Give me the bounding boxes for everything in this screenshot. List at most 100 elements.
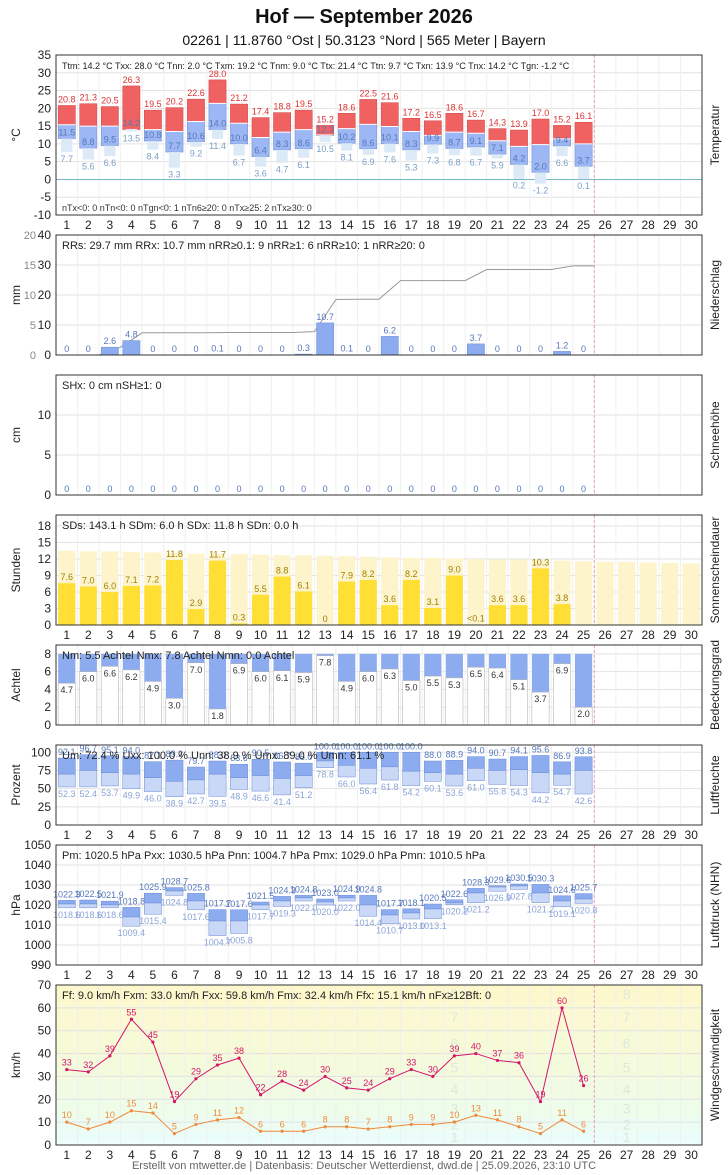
pressure-lower-bar	[423, 908, 442, 920]
cloud-bar	[553, 653, 571, 664]
gust-label: 32	[83, 1060, 93, 1070]
tmin-label: 8.8	[82, 137, 95, 147]
wind-label: 11	[213, 1108, 222, 1118]
gust-point	[108, 1054, 112, 1058]
x-tick-label: 15	[362, 1148, 376, 1162]
wind-label: 6	[301, 1119, 306, 1129]
tmax-label: 16.5	[424, 110, 442, 120]
pressure-max-label: 1024.9	[333, 884, 361, 894]
daylength-bar	[661, 562, 679, 625]
pressure-upper-bar	[316, 898, 335, 903]
pressure-min-label: 1018.6	[75, 910, 103, 920]
x-tick-label: 2	[85, 1148, 92, 1162]
beaufort-number: 4	[623, 1081, 631, 1097]
tmax-bar	[445, 113, 464, 133]
x-tick-label: 6	[171, 218, 178, 232]
pressure-upper-bar	[510, 883, 528, 887]
humidity-max-label: 94.1	[510, 746, 528, 756]
sun-bar	[230, 623, 248, 625]
tground-bar	[341, 143, 353, 151]
humidity-min-label: 42.6	[575, 796, 593, 806]
x-tick-label: 25	[577, 1148, 591, 1162]
daylength-bar	[682, 563, 700, 625]
x-tick-label: 17	[405, 628, 419, 642]
pressure-lower-bar	[122, 916, 141, 927]
tground-label: 3.3	[168, 170, 181, 180]
x-tick-label: 15	[362, 218, 376, 232]
tground-bar	[405, 149, 417, 161]
wind-label: 11	[557, 1108, 566, 1118]
snow-label: 0	[430, 484, 435, 494]
x-tick-label: 15	[362, 628, 376, 642]
humidity-upper-bar	[187, 766, 205, 781]
rain-label: 0	[366, 344, 371, 354]
humidity-lower-bar	[423, 772, 442, 782]
wind-label: 6	[258, 1119, 263, 1129]
x-tick-label: 4	[128, 218, 135, 232]
cloud-label: 6.9	[556, 666, 569, 676]
panel-title: Schneehöhe	[708, 401, 722, 469]
tground-bar	[211, 129, 224, 139]
x-tick-label: 25	[577, 218, 591, 232]
humidity-min-label: 39.5	[209, 798, 227, 808]
gust-point	[581, 1083, 586, 1088]
x-tick-label: 18	[426, 628, 440, 642]
cloud-bar	[208, 653, 227, 709]
cloud-bar	[316, 653, 334, 656]
tmin-label: 14.0	[209, 119, 227, 129]
panel-summary: Um: 72.4 % Uxx: 100.0 % Unn: 38.9 % Umx:…	[62, 750, 384, 762]
snow-label: 0	[64, 484, 69, 494]
y-tick-label: 0	[44, 718, 51, 732]
humidity-min-label: 38.9	[166, 799, 184, 809]
station-info: 02261 | 11.8760 °Ost | 50.3123 °Nord | 5…	[182, 32, 546, 48]
pressure-max-label: 1017.7	[376, 899, 404, 909]
tground-label: 0.2	[513, 181, 526, 191]
humidity-max-label: 88.0	[209, 750, 227, 760]
x-tick-label: 17	[405, 218, 419, 232]
rain-bar	[467, 343, 485, 356]
tground-bar	[254, 156, 267, 167]
tground-label: 7.3	[427, 155, 440, 165]
humidity-max-label: 90.7	[489, 748, 507, 758]
pressure-lower-bar	[531, 892, 550, 903]
rain-cumulative-line	[56, 265, 595, 356]
humidity-lower-bar	[294, 775, 313, 789]
rain-label: 0	[516, 344, 521, 354]
x-tick-label: 18	[426, 1148, 440, 1162]
humidity-lower-bar	[187, 779, 205, 795]
humidity-lower-bar	[230, 777, 248, 790]
x-tick-label: 16	[383, 968, 397, 982]
gust-point	[194, 1077, 198, 1081]
x-tick-label: 3	[106, 218, 113, 232]
tground-label: 5.6	[82, 162, 95, 172]
x-tick-label: 25	[577, 628, 591, 642]
pressure-max-label: 1024.8	[354, 884, 382, 894]
y-tick-label: 6	[44, 665, 51, 679]
humidity-min-label: 52.4	[80, 789, 98, 799]
y-axis-label: cm	[9, 427, 23, 443]
gust-point	[172, 1099, 177, 1104]
cloud-label: 5.3	[448, 680, 461, 690]
tground-bar	[168, 152, 181, 168]
humidity-min-label: 46.6	[252, 793, 270, 803]
tmax-label: 13.9	[510, 119, 528, 129]
y-tick-label: 25	[38, 84, 52, 98]
y-tick-label: -10	[34, 208, 52, 222]
tmax-bar	[165, 107, 184, 132]
snow-label: 0	[323, 484, 328, 494]
x-tick-label: 29	[663, 828, 677, 842]
cloud-bar	[359, 653, 377, 672]
sun-label: 7.6	[61, 572, 74, 582]
panel-title: Luftfeuchte	[708, 755, 722, 815]
sun-bar	[295, 591, 313, 625]
tground-bar	[125, 128, 137, 132]
x-tick-label: 9	[236, 218, 243, 232]
y-tick-label-secondary: 15	[24, 260, 36, 272]
gust-point	[538, 1099, 543, 1104]
x-tick-label: 5	[150, 828, 157, 842]
wind-point	[65, 1120, 69, 1124]
y-tick-label: 10	[38, 137, 52, 151]
cloud-bar	[381, 653, 399, 669]
x-tick-label: 30	[685, 628, 699, 642]
panel-frame	[55, 374, 703, 496]
